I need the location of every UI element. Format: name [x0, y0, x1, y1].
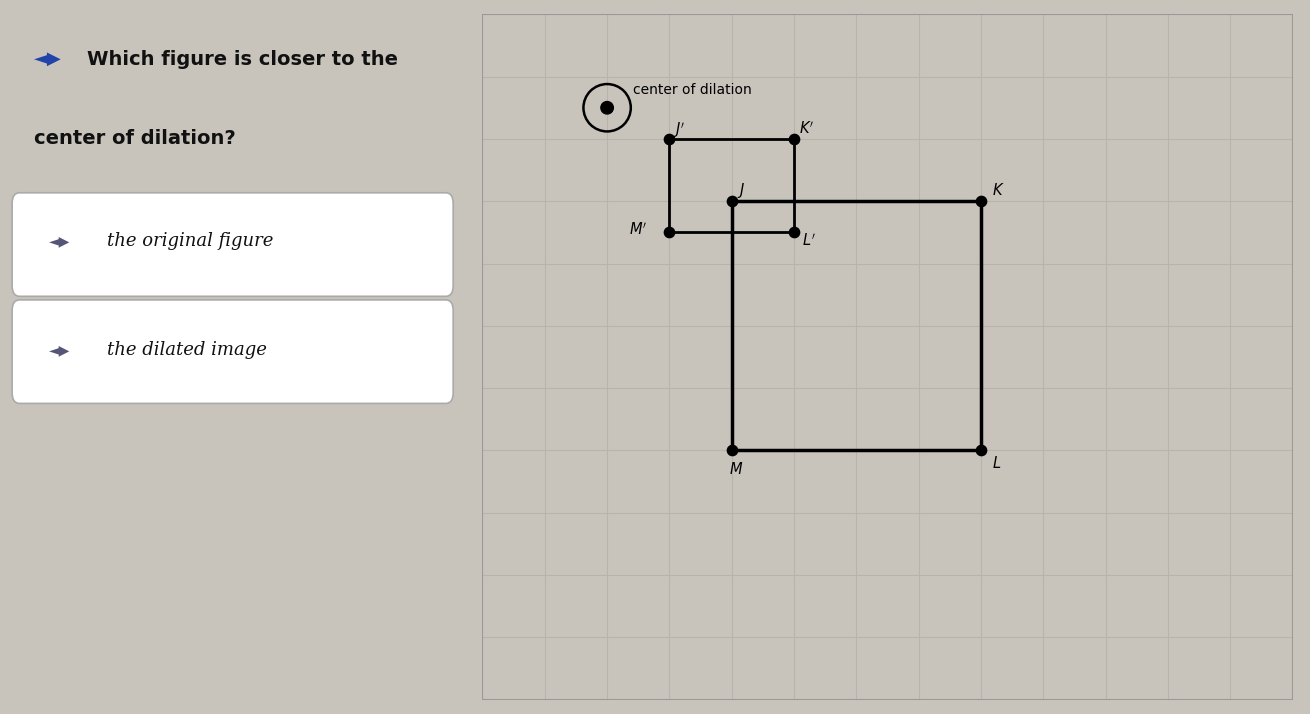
Text: ◄▶: ◄▶ — [34, 50, 62, 68]
Point — [659, 134, 680, 145]
Text: $M'$: $M'$ — [629, 222, 647, 238]
Text: the dilated image: the dilated image — [106, 341, 266, 359]
Point — [783, 226, 804, 238]
Circle shape — [601, 101, 613, 114]
Point — [971, 196, 992, 207]
Point — [659, 226, 680, 238]
Text: $J'$: $J'$ — [673, 121, 685, 140]
Text: center of dilation: center of dilation — [633, 83, 752, 97]
Text: $J$: $J$ — [736, 181, 745, 200]
Text: $K$: $K$ — [992, 182, 1005, 198]
Text: $L'$: $L'$ — [802, 233, 816, 249]
Text: Which figure is closer to the: Which figure is closer to the — [88, 50, 398, 69]
Text: the original figure: the original figure — [106, 232, 272, 251]
FancyBboxPatch shape — [12, 193, 453, 296]
FancyBboxPatch shape — [12, 300, 453, 403]
Point — [722, 445, 743, 456]
Point — [971, 445, 992, 456]
Text: center of dilation?: center of dilation? — [34, 129, 236, 148]
Text: $M$: $M$ — [728, 461, 743, 477]
Text: ◄▶: ◄▶ — [48, 343, 69, 357]
Text: $L$: $L$ — [992, 455, 1001, 471]
Point — [722, 196, 743, 207]
Point — [783, 134, 804, 145]
Text: $K'$: $K'$ — [799, 121, 815, 137]
Text: ◄▶: ◄▶ — [48, 234, 69, 248]
